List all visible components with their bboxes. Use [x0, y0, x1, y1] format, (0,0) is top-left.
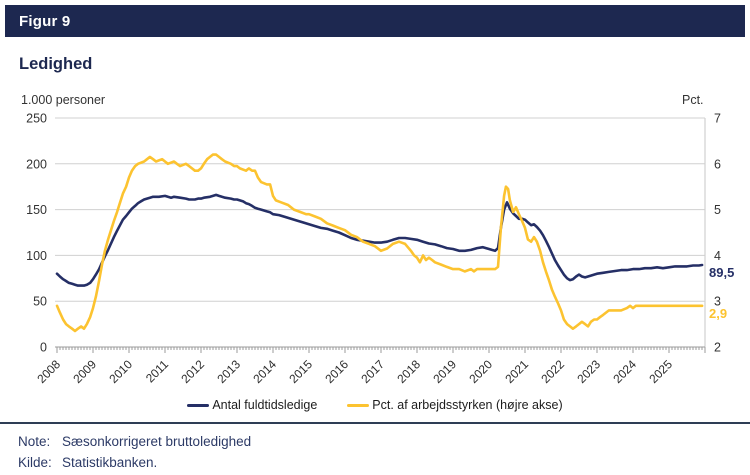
- x-label-2024: 2024: [610, 357, 639, 386]
- series-line-pct-arbejdsstyrken: [55, 153, 704, 333]
- end-label-antal: 89,5: [709, 265, 734, 280]
- kilde-label: Kilde:: [18, 455, 52, 470]
- right-tick-5: 5: [714, 203, 721, 217]
- legend-item-pct-arbejdsstyrken: Pct. af arbejdsstyrken (højre akse): [347, 398, 563, 412]
- x-label-2012: 2012: [178, 357, 207, 386]
- left-tick-100: 100: [26, 249, 47, 263]
- note-label: Note:: [18, 434, 51, 449]
- left-tick-200: 200: [26, 157, 47, 171]
- x-label-2015: 2015: [286, 357, 315, 386]
- navy-line-swatch-icon: [187, 403, 210, 407]
- x-label-2017: 2017: [358, 357, 387, 386]
- right-tick-4: 4: [714, 249, 721, 263]
- legend-item-antal-fuldtidsledige: Antal fuldtidsledige: [187, 398, 317, 412]
- x-label-2021: 2021: [502, 357, 531, 386]
- figure-header-band: Figur 9: [5, 5, 745, 37]
- left-tick-150: 150: [26, 203, 47, 217]
- x-label-2025: 2025: [646, 357, 675, 386]
- kilde-text: Statistikbanken.: [62, 455, 158, 470]
- note-row: Note: Sæsonkorrigeret bruttoledighed: [18, 431, 251, 452]
- x-label-2018: 2018: [394, 357, 423, 386]
- x-label-2019: 2019: [430, 357, 459, 386]
- right-tick-6: 6: [714, 157, 721, 171]
- x-label-2013: 2013: [214, 357, 243, 386]
- left-tick-50: 50: [33, 295, 47, 309]
- note-text: Sæsonkorrigeret bruttoledighed: [62, 434, 252, 449]
- left-axis-unit-label: 1.000 personer: [21, 93, 106, 107]
- left-tick-0: 0: [40, 341, 47, 355]
- x-label-2014: 2014: [250, 357, 279, 386]
- right-tick-7: 7: [714, 112, 721, 126]
- kilde-row: Kilde: Statistikbanken.: [18, 452, 251, 473]
- end-label-pct: 2,9: [709, 306, 727, 321]
- notes-block: Note: Sæsonkorrigeret bruttoledighed Kil…: [18, 431, 251, 473]
- x-label-2010: 2010: [106, 357, 135, 386]
- chart-title: Ledighed: [19, 55, 93, 73]
- x-label-2009: 2009: [70, 357, 99, 386]
- x-label-2016: 2016: [322, 357, 351, 386]
- right-tick-2: 2: [714, 341, 721, 355]
- x-label-2020: 2020: [466, 357, 495, 386]
- series-line-antal-fuldtidsledige: [55, 193, 704, 287]
- legend-label-pct: Pct. af arbejdsstyrken (højre akse): [372, 398, 563, 412]
- legend-label-antal: Antal fuldtidsledige: [212, 398, 318, 412]
- x-label-2008: 2008: [34, 357, 63, 386]
- left-tick-250: 250: [26, 112, 47, 126]
- x-label-2023: 2023: [574, 357, 603, 386]
- yellow-line-swatch-icon: [347, 403, 370, 407]
- chart-legend: Antal fuldtidsledige Pct. af arbejdsstyr…: [0, 398, 750, 412]
- right-axis-unit-label: Pct.: [682, 93, 704, 107]
- footer-separator-rule: [0, 422, 750, 424]
- figure-number-label: Figur 9: [19, 12, 71, 30]
- x-label-2011: 2011: [143, 357, 171, 385]
- x-label-2022: 2022: [538, 357, 567, 386]
- right-tick-3: 3: [714, 295, 721, 309]
